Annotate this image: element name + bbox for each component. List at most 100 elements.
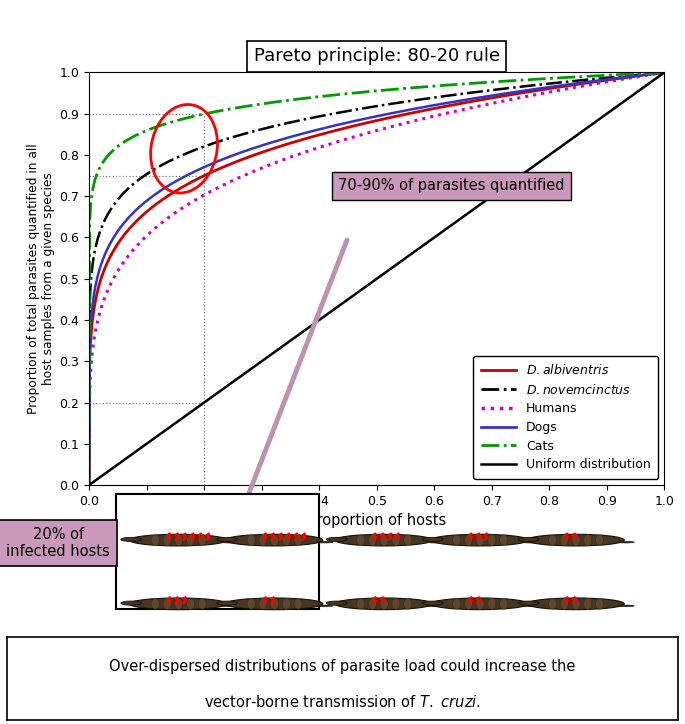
D. albiventris [480,95,488,104]
Ellipse shape [198,598,206,610]
Ellipse shape [335,534,432,546]
Ellipse shape [316,542,333,543]
Dogs [85,481,93,489]
D. novemcinctus [144,169,152,177]
Ellipse shape [216,601,238,605]
Ellipse shape [431,534,528,546]
Text: Over-dispersed distributions of parasite load could increase the: Over-dispersed distributions of parasite… [110,659,575,674]
Ellipse shape [225,598,323,610]
Ellipse shape [522,542,538,543]
Ellipse shape [221,605,237,607]
Line: Humans: Humans [89,72,664,485]
Ellipse shape [560,534,569,546]
D. novemcinctus [480,87,488,96]
Ellipse shape [175,534,183,546]
Title: Pareto principle: 80-20 rule: Pareto principle: 80-20 rule [253,47,500,65]
Ellipse shape [225,534,323,546]
Ellipse shape [476,598,484,610]
Line: Cats: Cats [89,72,664,485]
Ellipse shape [163,534,171,546]
Cats [534,75,542,83]
Ellipse shape [527,598,624,610]
Cats [338,90,347,98]
Ellipse shape [357,534,364,546]
Ellipse shape [488,534,496,546]
Ellipse shape [369,598,377,610]
Ellipse shape [129,534,227,546]
Cats [318,92,326,101]
D. novemcinctus [660,68,669,77]
Ellipse shape [499,534,508,546]
Humans [480,101,488,109]
Ellipse shape [422,601,443,605]
Ellipse shape [392,598,400,610]
Ellipse shape [618,542,634,543]
Ellipse shape [499,598,508,610]
Ellipse shape [369,534,377,546]
Cats [544,74,552,83]
Dogs [318,125,326,133]
Ellipse shape [422,537,443,542]
D. novemcinctus [318,111,326,120]
Ellipse shape [527,534,624,546]
Ellipse shape [392,534,400,546]
Ellipse shape [464,598,473,610]
Ellipse shape [453,598,460,610]
Cats [660,68,669,77]
Ellipse shape [247,534,255,546]
Ellipse shape [403,598,412,610]
Ellipse shape [247,598,255,610]
Ellipse shape [316,605,333,607]
Legend: $\it{D. albiventris}$, $\it{D. novemcinctus}$, Humans, Dogs, Cats, Uniform distr: $\it{D. albiventris}$, $\it{D. novemcinc… [473,355,658,479]
Ellipse shape [151,598,159,610]
D. albiventris [544,85,552,93]
D. novemcinctus [85,481,93,489]
Ellipse shape [560,598,569,610]
Ellipse shape [121,601,142,605]
D. albiventris [318,130,326,138]
Ellipse shape [271,534,279,546]
Dogs [660,68,669,77]
Dogs [144,195,152,204]
Humans [544,88,552,97]
Ellipse shape [294,534,302,546]
Ellipse shape [326,601,347,605]
Dogs [534,85,542,93]
Ellipse shape [584,534,592,546]
Ellipse shape [335,598,432,610]
Cats [480,78,488,87]
Line: D. albiventris: D. albiventris [89,72,664,485]
Cats [85,481,93,489]
Ellipse shape [549,534,556,546]
Dogs [338,119,347,128]
Ellipse shape [426,542,443,543]
Ellipse shape [294,598,302,610]
Ellipse shape [175,598,183,610]
Humans [660,68,669,77]
Ellipse shape [282,598,290,610]
Text: 20% of
infected hosts: 20% of infected hosts [6,527,110,559]
Ellipse shape [584,598,592,610]
Ellipse shape [572,534,580,546]
Ellipse shape [216,537,238,542]
X-axis label: Proportion of hosts: Proportion of hosts [308,513,446,529]
Text: 70-90% of parasites quantified: 70-90% of parasites quantified [338,178,565,193]
Humans [534,90,542,98]
Line: Dogs: Dogs [89,72,664,485]
Ellipse shape [151,534,159,546]
D. albiventris [660,68,669,77]
Ellipse shape [186,534,195,546]
Ellipse shape [357,598,364,610]
Ellipse shape [518,537,539,542]
Ellipse shape [380,534,388,546]
Cats [144,126,152,135]
D. novemcinctus [544,80,552,88]
Ellipse shape [221,542,237,543]
Ellipse shape [271,598,279,610]
Humans [85,481,93,489]
Ellipse shape [129,598,227,610]
D. albiventris [534,86,542,95]
Ellipse shape [464,534,473,546]
Humans [338,136,347,145]
Ellipse shape [522,605,538,607]
